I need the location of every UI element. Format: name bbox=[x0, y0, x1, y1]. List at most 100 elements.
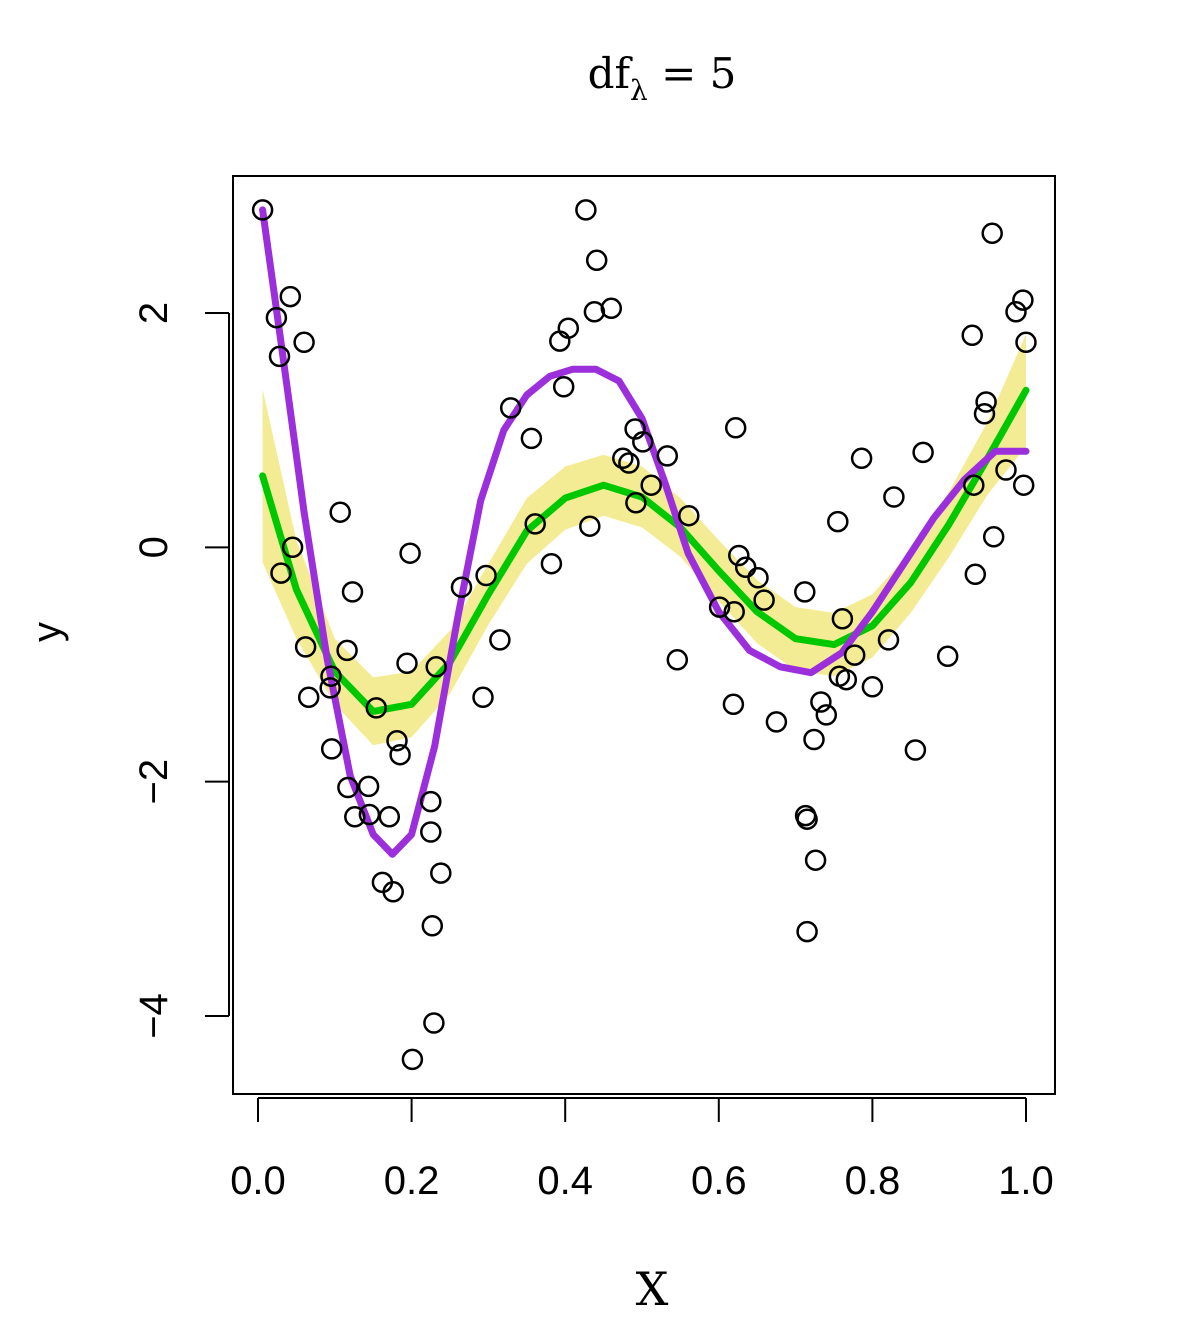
data-point bbox=[297, 686, 320, 709]
data-point bbox=[329, 501, 351, 523]
data-point bbox=[827, 510, 849, 533]
x-tick-label: 0.6 bbox=[691, 1159, 747, 1203]
data-point bbox=[423, 1012, 445, 1034]
data-point bbox=[995, 459, 1017, 481]
data-point bbox=[877, 629, 900, 651]
data-point bbox=[734, 556, 757, 579]
y-tick-label: 2 bbox=[132, 302, 176, 324]
data-point bbox=[293, 331, 315, 354]
data-point bbox=[575, 199, 597, 221]
data-point bbox=[425, 656, 447, 678]
data-point bbox=[268, 345, 291, 368]
data-point bbox=[722, 693, 745, 716]
data-point bbox=[618, 452, 640, 474]
data-point bbox=[524, 513, 546, 535]
data-point bbox=[936, 645, 959, 668]
data-point bbox=[357, 775, 380, 798]
data-point bbox=[883, 486, 905, 508]
confidence-band bbox=[262, 334, 1027, 746]
data-point bbox=[640, 474, 662, 496]
data-point bbox=[389, 743, 411, 766]
data-point bbox=[912, 441, 934, 464]
data-point bbox=[489, 629, 511, 651]
data-point bbox=[815, 704, 838, 726]
data-point bbox=[294, 636, 317, 658]
data-point bbox=[279, 285, 302, 308]
data-point bbox=[344, 806, 366, 828]
data-point bbox=[796, 808, 818, 830]
data-point bbox=[666, 649, 689, 671]
plot-frame bbox=[232, 175, 1056, 1095]
data-point bbox=[625, 492, 647, 514]
data-point bbox=[585, 249, 608, 272]
data-point bbox=[632, 431, 654, 453]
data-point bbox=[281, 536, 304, 559]
data-point bbox=[319, 677, 341, 699]
data-point bbox=[728, 544, 750, 567]
x-tick-label: 0.4 bbox=[537, 1159, 593, 1203]
data-point bbox=[975, 391, 997, 413]
true-function-line bbox=[259, 206, 1030, 858]
data-point bbox=[396, 652, 418, 675]
data-point bbox=[475, 564, 497, 587]
data-point bbox=[724, 417, 747, 439]
data-point bbox=[747, 567, 769, 589]
data-point bbox=[320, 665, 342, 687]
x-tick-label: 0.0 bbox=[230, 1159, 286, 1203]
data-point bbox=[336, 639, 358, 662]
data-point bbox=[365, 697, 388, 719]
y-tick-label: −2 bbox=[132, 759, 176, 805]
x-axis-title: X bbox=[636, 1262, 669, 1316]
data-point bbox=[421, 915, 444, 937]
y-tick-label: 0 bbox=[132, 536, 176, 558]
data-point bbox=[540, 552, 563, 575]
data-point bbox=[420, 821, 442, 843]
data-point bbox=[1012, 289, 1034, 311]
point-layer bbox=[251, 199, 1037, 1071]
data-point bbox=[320, 738, 343, 760]
data-point bbox=[552, 376, 575, 398]
data-point bbox=[520, 427, 543, 450]
data-point bbox=[861, 676, 884, 698]
data-point bbox=[753, 589, 775, 611]
data-point bbox=[399, 542, 421, 564]
data-point bbox=[973, 403, 996, 425]
data-point bbox=[831, 608, 854, 630]
x-tick-label: 0.8 bbox=[845, 1159, 901, 1203]
data-point bbox=[251, 199, 274, 221]
data-point bbox=[794, 581, 816, 603]
data-point bbox=[1012, 474, 1035, 496]
y-axis-title: y bbox=[25, 622, 69, 642]
data-point bbox=[708, 596, 731, 618]
data-point bbox=[810, 691, 832, 713]
confidence-band-layer bbox=[262, 334, 1027, 746]
data-point bbox=[557, 317, 580, 339]
data-point bbox=[499, 397, 522, 419]
data-point bbox=[612, 447, 634, 470]
data-point bbox=[981, 222, 1003, 245]
data-point bbox=[843, 644, 866, 666]
data-point bbox=[337, 776, 359, 799]
data-point bbox=[270, 562, 292, 584]
data-point bbox=[765, 711, 788, 733]
data-point bbox=[964, 563, 987, 586]
data-point bbox=[430, 862, 452, 884]
data-point bbox=[450, 576, 473, 598]
data-point bbox=[583, 301, 606, 323]
chart-title-subscript: λ bbox=[630, 74, 648, 107]
data-point bbox=[265, 306, 288, 329]
chart-title-rest: = 5 bbox=[648, 49, 737, 98]
data-point bbox=[723, 601, 745, 623]
data-point bbox=[850, 447, 873, 470]
data-point bbox=[678, 504, 700, 527]
x-axis: 0.0 0.2 0.4 0.6 0.8 1.0 bbox=[230, 1097, 1054, 1203]
data-point bbox=[600, 297, 623, 320]
data-point bbox=[982, 526, 1005, 548]
y-axis: −4 −2 0 2 bbox=[132, 302, 230, 1039]
chart-title-main: df bbox=[588, 49, 634, 98]
data-point bbox=[904, 739, 927, 761]
chart-title: dfλ = 5 bbox=[588, 49, 737, 107]
data-point bbox=[804, 849, 827, 871]
data-point bbox=[803, 728, 825, 751]
